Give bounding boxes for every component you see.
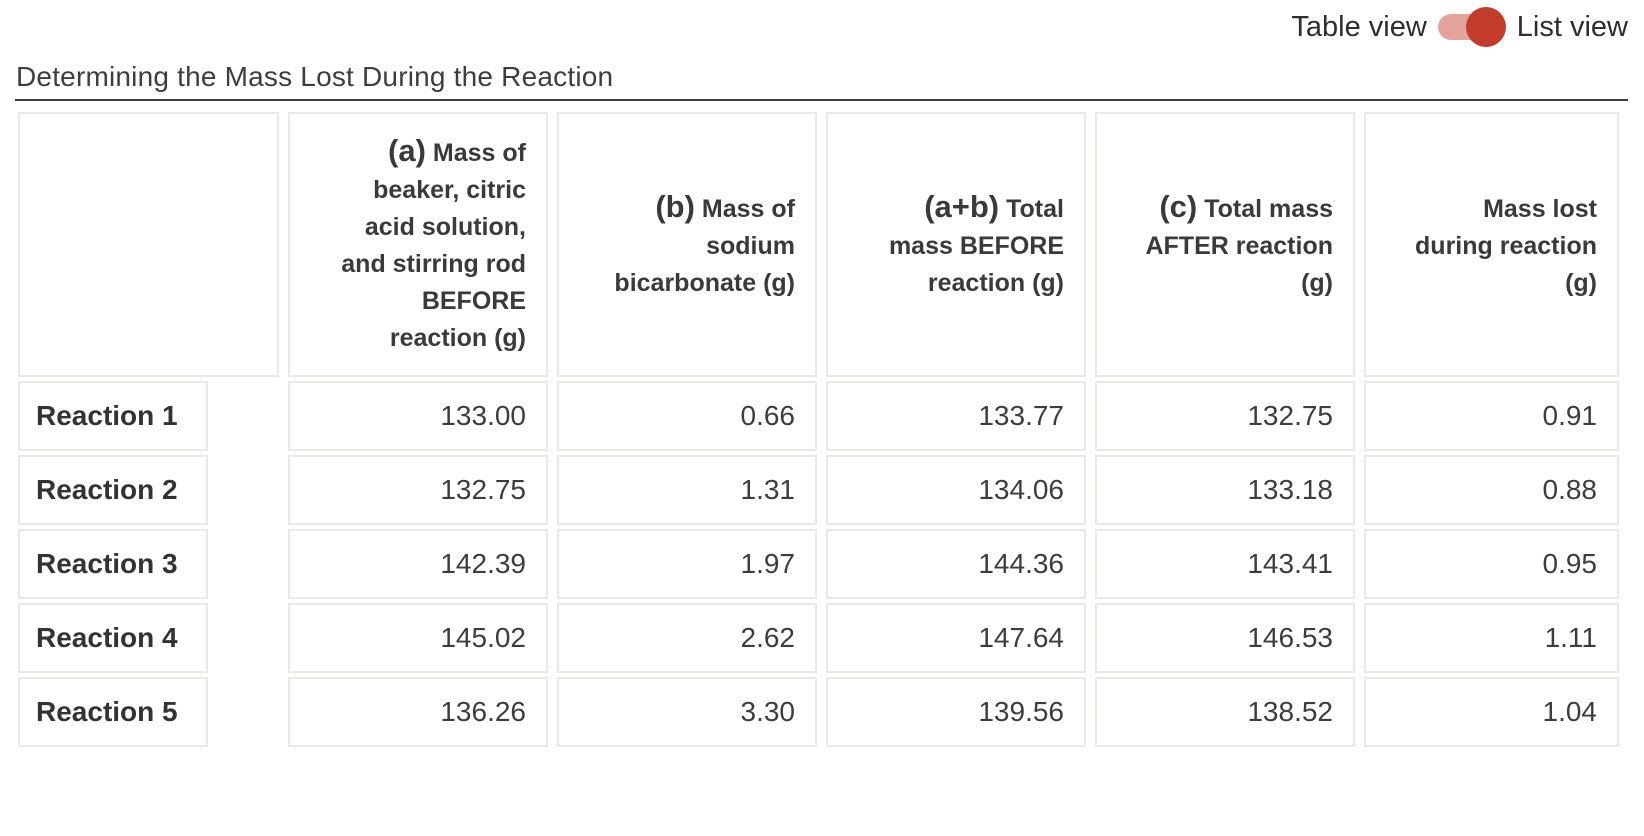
cell-r2-total-after: 133.18 (1095, 455, 1355, 525)
cell-r1-total-before: 133.77 (826, 381, 1086, 451)
header-col-a: (a) Mass of beaker, citric acid solution,… (288, 112, 548, 377)
row-label-reaction-4: Reaction 4 (18, 603, 208, 673)
header-col-mass-lost: Mass lost during reaction (g) (1364, 112, 1619, 377)
row-label-reaction-3: Reaction 3 (18, 529, 208, 599)
cell-r5-mass-b: 3.30 (557, 677, 817, 747)
cell-r4-mass-lost: 1.11 (1364, 603, 1619, 673)
cell-r3-mass-a: 142.39 (288, 529, 548, 599)
cell-r1-total-after: 132.75 (1095, 381, 1355, 451)
row-label-reaction-5: Reaction 5 (18, 677, 208, 747)
header-corner-cell (18, 112, 279, 377)
view-toggle-switch[interactable] (1437, 7, 1506, 47)
cell-r4-total-before: 147.64 (826, 603, 1086, 673)
cell-r5-total-before: 139.56 (826, 677, 1086, 747)
cell-r5-total-after: 138.52 (1095, 677, 1355, 747)
cell-r5-mass-a: 136.26 (288, 677, 548, 747)
cell-r1-mass-lost: 0.91 (1364, 381, 1619, 451)
cell-r1-mass-a: 133.00 (288, 381, 548, 451)
header-col-a-plus-b: (a+b) Total mass BEFORE reaction (g) (826, 112, 1086, 377)
cell-r3-mass-lost: 0.95 (1364, 529, 1619, 599)
mass-lost-table: (a) Mass of beaker, citric acid solution,… (18, 112, 1619, 747)
page-title: Determining the Mass Lost During the Rea… (16, 61, 614, 92)
cell-r1-mass-b: 0.66 (557, 381, 817, 451)
cell-r3-total-after: 143.41 (1095, 529, 1355, 599)
cell-r2-total-before: 134.06 (826, 455, 1086, 525)
cell-r2-mass-a: 132.75 (288, 455, 548, 525)
toggle-knob-icon[interactable] (1465, 7, 1506, 47)
cell-r4-total-after: 146.53 (1095, 603, 1355, 673)
list-view-label: List view (1516, 10, 1628, 43)
header-col-b: (b) Mass of sodium bicarbonate (g) (557, 112, 817, 377)
cell-r4-mass-a: 145.02 (288, 603, 548, 673)
cell-r4-mass-b: 2.62 (557, 603, 817, 673)
table-view-label: Table view (1291, 10, 1427, 43)
cell-r5-mass-lost: 1.04 (1364, 677, 1619, 747)
cell-r2-mass-lost: 0.88 (1364, 455, 1619, 525)
cell-r2-mass-b: 1.31 (557, 455, 817, 525)
view-toggle-bar: Table view List view (1291, 7, 1628, 47)
cell-r3-mass-b: 1.97 (557, 529, 817, 599)
header-col-c: (c) Total mass AFTER reaction (g) (1095, 112, 1355, 377)
title-underline (15, 99, 1628, 101)
row-label-reaction-1: Reaction 1 (18, 381, 208, 451)
row-label-reaction-2: Reaction 2 (18, 455, 208, 525)
cell-r3-total-before: 144.36 (826, 529, 1086, 599)
